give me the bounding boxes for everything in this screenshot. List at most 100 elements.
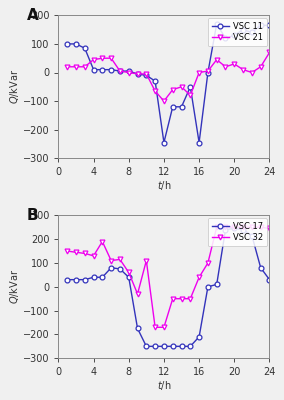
VSC 11 [145,73,148,78]
VSC 32 [153,325,157,330]
VSC 21 [74,64,78,69]
VSC 11 [127,69,130,74]
VSC 32 [206,260,210,265]
VSC 17 [74,277,78,282]
VSC 11 [118,69,122,74]
VSC 32 [259,225,262,230]
VSC 32 [118,257,122,262]
VSC 32 [224,225,227,230]
VSC 21 [83,64,86,69]
VSC 11 [162,140,166,145]
VSC 32 [92,254,95,258]
Y-axis label: $Q$/kVar: $Q$/kVar [8,69,21,104]
VSC 21 [127,70,130,75]
VSC 17 [180,344,183,349]
VSC 21 [171,87,174,92]
VSC 21 [66,64,69,69]
VSC 32 [109,258,113,263]
Line: VSC 32: VSC 32 [65,225,272,330]
Line: VSC 21: VSC 21 [65,50,272,104]
VSC 17 [206,284,210,289]
Y-axis label: $Q$/kVar: $Q$/kVar [8,269,21,304]
VSC 17 [189,344,192,349]
VSC 11 [268,23,271,28]
VSC 32 [233,225,236,230]
VSC 11 [259,23,262,28]
VSC 17 [171,344,174,349]
VSC 11 [233,33,236,38]
VSC 32 [215,225,218,230]
VSC 11 [109,67,113,72]
VSC 32 [66,249,69,254]
VSC 11 [224,36,227,40]
VSC 21 [118,69,122,74]
VSC 11 [66,42,69,46]
VSC 21 [189,93,192,98]
VSC 17 [259,265,262,270]
VSC 21 [162,99,166,104]
VSC 21 [215,57,218,62]
X-axis label: $t$/h: $t$/h [157,379,171,392]
Line: VSC 11: VSC 11 [65,22,272,145]
VSC 32 [145,258,148,263]
VSC 32 [197,275,201,280]
VSC 11 [197,140,201,145]
VSC 17 [83,277,86,282]
VSC 32 [241,225,245,230]
VSC 32 [101,239,104,244]
VSC 17 [153,344,157,349]
VSC 17 [109,265,113,270]
VSC 11 [101,67,104,72]
VSC 11 [83,46,86,51]
VSC 21 [180,84,183,89]
Legend: VSC 11, VSC 21: VSC 11, VSC 21 [208,18,267,46]
VSC 21 [197,70,201,75]
VSC 11 [136,72,139,76]
VSC 32 [162,325,166,330]
VSC 11 [206,70,210,75]
VSC 32 [268,226,271,231]
VSC 11 [215,22,218,26]
VSC 21 [109,56,113,61]
VSC 21 [224,64,227,69]
VSC 21 [259,64,262,69]
VSC 32 [136,292,139,296]
Line: VSC 17: VSC 17 [65,226,272,349]
VSC 21 [250,70,254,75]
VSC 21 [206,69,210,74]
VSC 11 [153,79,157,84]
VSC 17 [127,275,130,280]
VSC 11 [180,104,183,109]
VSC 17 [101,275,104,280]
VSC 17 [145,344,148,349]
VSC 32 [83,251,86,256]
VSC 17 [250,233,254,238]
VSC 32 [250,225,254,230]
VSC 32 [180,296,183,301]
VSC 17 [66,277,69,282]
VSC 21 [268,50,271,55]
Legend: VSC 17, VSC 32: VSC 17, VSC 32 [208,218,267,246]
VSC 11 [189,84,192,89]
VSC 21 [145,72,148,76]
VSC 11 [250,30,254,35]
VSC 11 [92,67,95,72]
VSC 17 [268,277,271,282]
Text: B: B [27,208,38,223]
VSC 32 [171,296,174,301]
VSC 32 [74,250,78,255]
VSC 17 [197,334,201,339]
VSC 17 [224,227,227,232]
VSC 32 [189,296,192,301]
VSC 21 [136,72,139,76]
VSC 21 [241,67,245,72]
VSC 17 [233,226,236,231]
X-axis label: $t$/h: $t$/h [157,179,171,192]
VSC 21 [153,89,157,94]
VSC 21 [101,56,104,61]
VSC 17 [92,275,95,280]
VSC 11 [171,104,174,109]
VSC 17 [241,227,245,232]
VSC 17 [136,326,139,331]
VSC 21 [92,57,95,62]
